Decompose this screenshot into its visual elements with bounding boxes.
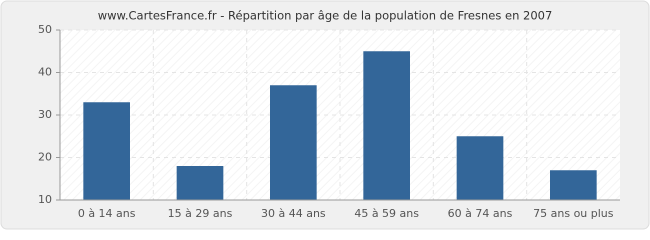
bar [176,166,224,200]
x-tick-label: 45 à 59 ans [354,207,419,220]
x-tick-label: 15 à 29 ans [168,207,233,220]
bar [83,102,130,200]
y-tick-label: 20 [38,151,52,164]
x-tick-label: 60 à 74 ans [448,207,513,220]
x-tick-label: 75 ans ou plus [533,207,614,220]
y-tick-label: 10 [38,193,52,206]
x-tick-label: 0 à 14 ans [78,207,136,220]
chart: www.CartesFrance.fr - Répartition par âg… [0,0,650,230]
bar [550,170,597,200]
x-tick-label: 30 à 44 ans [261,207,326,220]
y-tick-label: 40 [38,66,52,79]
bar [363,51,410,200]
bar [270,85,317,200]
bar [456,136,504,200]
y-tick-label: 30 [38,108,52,121]
chart-title: www.CartesFrance.fr - Répartition par âg… [98,9,553,23]
y-tick-label: 50 [38,23,52,36]
